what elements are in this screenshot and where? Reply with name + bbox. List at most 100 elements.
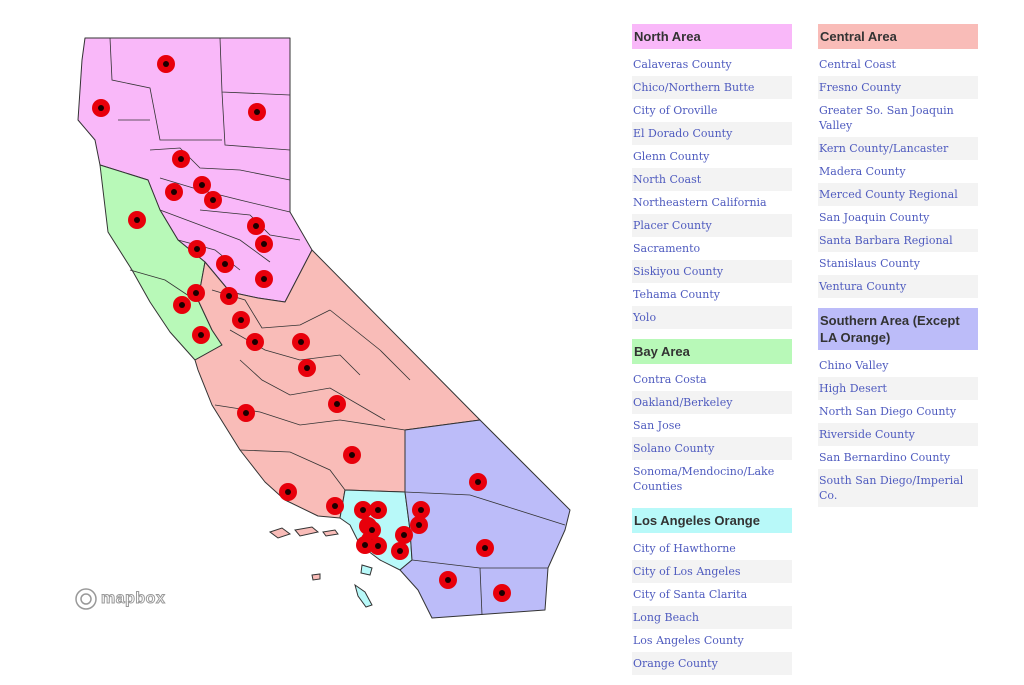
location-marker[interactable]: [412, 501, 430, 519]
region-link[interactable]: Los Angeles County: [633, 634, 744, 647]
location-marker[interactable]: [354, 501, 372, 519]
region-link[interactable]: El Dorado County: [632, 122, 792, 145]
region-link[interactable]: Long Beach: [632, 606, 792, 629]
location-marker[interactable]: [476, 539, 494, 557]
region-link[interactable]: Santa Barbara Regional: [818, 229, 978, 252]
region-legend-left: North Area Calaveras County Chico/Northern…: [632, 24, 792, 685]
region-link[interactable]: Greater So. San Joaquin Valley: [819, 104, 954, 132]
region-link[interactable]: Yolo: [632, 306, 792, 329]
region-link[interactable]: Siskiyou County: [632, 260, 792, 283]
location-marker[interactable]: [292, 333, 310, 351]
mapbox-wordmark: mapbox: [100, 590, 166, 608]
region-link[interactable]: Solano County: [632, 437, 792, 460]
location-marker[interactable]: [192, 326, 210, 344]
location-marker[interactable]: [204, 191, 222, 209]
region-link[interactable]: City of Hawthorne: [633, 542, 736, 555]
region-link[interactable]: San Joaquin County: [819, 211, 930, 224]
location-marker[interactable]: [248, 103, 266, 121]
region-link[interactable]: Contra Costa: [633, 373, 707, 386]
region-heading-north: North Area: [632, 24, 792, 49]
location-marker[interactable]: [246, 333, 264, 351]
region-link[interactable]: Tehama County: [633, 288, 720, 301]
region-list-bay: Contra Costa Oakland/Berkeley San Jose Sola…: [632, 368, 792, 498]
location-marker[interactable]: [391, 542, 409, 560]
location-marker[interactable]: [92, 99, 110, 117]
region-link[interactable]: Riverside County: [818, 423, 978, 446]
location-marker[interactable]: [157, 55, 175, 73]
location-marker[interactable]: [328, 395, 346, 413]
mapbox-logo-icon: [75, 588, 97, 610]
region-block-central: Central Area Central Coast Fresno County Gr…: [818, 24, 978, 298]
region-heading-la_orange: Los Angeles Orange: [632, 508, 792, 533]
location-marker[interactable]: [128, 211, 146, 229]
location-marker[interactable]: [439, 571, 457, 589]
region-list-central: Central Coast Fresno County Greater So. Sa…: [818, 53, 978, 298]
location-marker[interactable]: [220, 287, 238, 305]
region-link[interactable]: Merced County Regional: [818, 183, 978, 206]
location-marker[interactable]: [395, 526, 413, 544]
location-marker[interactable]: [343, 446, 361, 464]
location-marker[interactable]: [493, 584, 511, 602]
location-marker[interactable]: [469, 473, 487, 491]
region-link[interactable]: Sonoma/Mendocino/Lake Counties: [633, 465, 775, 493]
location-marker[interactable]: [193, 176, 211, 194]
location-marker[interactable]: [326, 497, 344, 515]
location-marker[interactable]: [363, 521, 381, 539]
region-block-southern: Southern Area (Except LA Orange) Chino Va…: [818, 308, 978, 507]
location-marker[interactable]: [279, 483, 297, 501]
region-block-bay: Bay Area Contra Costa Oakland/Berkeley San …: [632, 339, 792, 498]
location-marker[interactable]: [369, 501, 387, 519]
region-link[interactable]: Glenn County: [633, 150, 710, 163]
region-link[interactable]: Fresno County: [818, 76, 978, 99]
region-link[interactable]: Orange County: [632, 652, 792, 675]
location-marker[interactable]: [410, 516, 428, 534]
location-marker[interactable]: [298, 359, 316, 377]
location-marker[interactable]: [173, 296, 191, 314]
region-link[interactable]: San Bernardino County: [819, 451, 951, 464]
location-marker[interactable]: [165, 183, 183, 201]
region-heading-central: Central Area: [818, 24, 978, 49]
region-link[interactable]: Sacramento: [633, 242, 701, 255]
location-marker[interactable]: [369, 537, 387, 555]
region-link[interactable]: Stanislaus County: [819, 257, 920, 270]
california-region-map[interactable]: [40, 10, 600, 650]
region-link[interactable]: Placer County: [632, 214, 792, 237]
county-boundaries: [109, 37, 566, 616]
mapbox-attribution[interactable]: mapbox: [75, 588, 165, 610]
location-markers[interactable]: [92, 55, 511, 602]
location-marker[interactable]: [247, 217, 265, 235]
region-link[interactable]: South San Diego/Imperial Co.: [818, 469, 978, 507]
location-marker[interactable]: [255, 235, 273, 253]
location-marker[interactable]: [255, 270, 273, 288]
region-link[interactable]: Madera County: [819, 165, 906, 178]
region-link[interactable]: Northeastern California: [633, 196, 767, 209]
region-link[interactable]: City of Santa Clarita: [633, 588, 748, 601]
region-link[interactable]: Central Coast: [819, 58, 896, 71]
region-link[interactable]: Oakland/Berkeley: [632, 391, 792, 414]
region-link[interactable]: North Coast: [632, 168, 792, 191]
region-block-north: North Area Calaveras County Chico/Northern…: [632, 24, 792, 329]
location-marker[interactable]: [188, 240, 206, 258]
location-marker[interactable]: [172, 150, 190, 168]
location-marker[interactable]: [232, 311, 250, 329]
location-marker[interactable]: [187, 284, 205, 302]
region-list-north: Calaveras County Chico/Northern Butte City…: [632, 53, 792, 329]
region-link[interactable]: Ventura County: [818, 275, 978, 298]
region-list-la_orange: City of Hawthorne City of Los Angeles City…: [632, 537, 792, 675]
channel-islands: [268, 526, 373, 608]
region-link[interactable]: Kern County/Lancaster: [818, 137, 978, 160]
region-link[interactable]: City of Los Angeles: [632, 560, 792, 583]
region-link[interactable]: City of Oroville: [633, 104, 718, 117]
region-legend-right: Central Area Central Coast Fresno County Gr…: [818, 24, 978, 517]
region-link[interactable]: Chico/Northern Butte: [632, 76, 792, 99]
region-block-la_orange: Los Angeles Orange City of Hawthorne City …: [632, 508, 792, 675]
region-link[interactable]: North San Diego County: [819, 405, 957, 418]
region-heading-bay: Bay Area: [632, 339, 792, 364]
location-marker[interactable]: [237, 404, 255, 422]
location-marker[interactable]: [356, 536, 374, 554]
location-marker[interactable]: [216, 255, 234, 273]
region-link[interactable]: High Desert: [818, 377, 978, 400]
region-link[interactable]: San Jose: [633, 419, 681, 432]
region-link[interactable]: Calaveras County: [633, 58, 732, 71]
region-link[interactable]: Chino Valley: [819, 359, 889, 372]
